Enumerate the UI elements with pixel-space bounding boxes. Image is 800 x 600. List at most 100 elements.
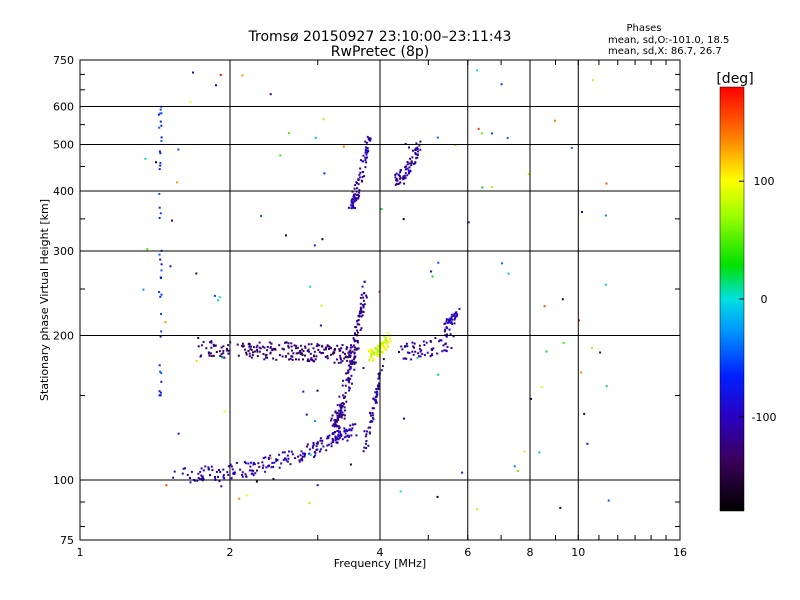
- data-point: [158, 126, 161, 129]
- data-point: [284, 355, 287, 358]
- data-point: [158, 394, 161, 397]
- data-point: [361, 285, 364, 288]
- data-point: [353, 348, 356, 351]
- data-point: [320, 352, 323, 355]
- data-point: [347, 369, 350, 372]
- data-point: [290, 355, 293, 358]
- data-point: [353, 338, 356, 341]
- data-point: [319, 439, 322, 442]
- data-point: [160, 112, 163, 115]
- data-point: [342, 145, 345, 148]
- data-point: [491, 132, 493, 135]
- data-point: [349, 351, 352, 354]
- data-point: [349, 354, 352, 357]
- data-point: [403, 175, 406, 178]
- data-point: [408, 352, 411, 354]
- data-point: [223, 410, 226, 413]
- data-point: [226, 471, 229, 474]
- data-point: [455, 311, 457, 314]
- data-point: [215, 84, 217, 87]
- data-point: [367, 150, 369, 153]
- data-point: [201, 475, 204, 478]
- data-point: [410, 162, 413, 165]
- data-point: [581, 211, 583, 213]
- data-point: [310, 357, 313, 360]
- data-point: [250, 345, 252, 348]
- data-point: [400, 345, 403, 348]
- data-point: [354, 184, 357, 186]
- data-point: [506, 137, 509, 139]
- data-point: [160, 313, 162, 315]
- data-point: [481, 132, 483, 135]
- data-point: [217, 299, 220, 302]
- y-tick-label: 200: [53, 330, 74, 343]
- data-point: [354, 361, 357, 364]
- data-point: [268, 341, 271, 344]
- data-point: [160, 136, 163, 139]
- data-point: [354, 332, 356, 335]
- data-point: [356, 329, 358, 332]
- data-point: [264, 470, 267, 473]
- data-point: [210, 346, 213, 349]
- data-point: [316, 344, 319, 347]
- data-point: [337, 415, 340, 418]
- data-point: [313, 350, 316, 353]
- data-point: [358, 315, 361, 318]
- data-point: [291, 349, 293, 352]
- data-point: [336, 441, 339, 444]
- data-point: [308, 448, 311, 451]
- data-point: [351, 361, 354, 364]
- data-point: [291, 355, 294, 358]
- data-point: [355, 193, 358, 196]
- data-point: [326, 437, 329, 440]
- data-point: [404, 345, 407, 347]
- data-point: [381, 350, 384, 353]
- data-point: [160, 330, 163, 333]
- data-point: [343, 417, 346, 420]
- data-point: [176, 181, 178, 184]
- data-point: [223, 477, 226, 480]
- data-point: [386, 340, 389, 343]
- data-point: [403, 417, 405, 420]
- data-point: [218, 469, 220, 471]
- data-point: [413, 346, 415, 349]
- data-point: [341, 411, 344, 414]
- data-point: [366, 147, 369, 150]
- data-point: [219, 73, 222, 76]
- data-point: [362, 306, 365, 309]
- data-point: [210, 465, 213, 468]
- data-point: [326, 345, 329, 348]
- data-point: [394, 176, 397, 179]
- data-point: [545, 350, 548, 353]
- data-point: [353, 356, 356, 359]
- data-point: [287, 457, 290, 460]
- data-point: [523, 450, 526, 453]
- data-point: [452, 335, 455, 338]
- data-point: [336, 417, 339, 419]
- data-point: [336, 430, 339, 432]
- data-point: [446, 345, 449, 348]
- data-point: [326, 355, 329, 358]
- data-point: [197, 472, 200, 475]
- data-point: [309, 352, 312, 355]
- data-point: [362, 450, 365, 453]
- data-point: [307, 348, 310, 351]
- chart-title: Tromsø 20150927 23:10:00–23:11:43: [248, 29, 512, 45]
- data-point: [422, 340, 425, 343]
- data-point: [416, 356, 419, 359]
- data-point: [296, 346, 299, 349]
- data-point: [406, 174, 409, 177]
- data-point: [418, 347, 421, 350]
- data-point: [426, 351, 429, 354]
- data-point: [338, 414, 341, 417]
- data-point: [241, 475, 244, 478]
- data-point: [354, 326, 357, 328]
- data-point: [443, 322, 446, 325]
- data-point: [412, 345, 415, 348]
- data-point: [327, 443, 330, 446]
- data-point: [233, 471, 236, 474]
- data-point: [349, 356, 352, 358]
- data-point: [438, 340, 441, 343]
- data-point: [322, 118, 325, 121]
- data-point: [299, 353, 302, 356]
